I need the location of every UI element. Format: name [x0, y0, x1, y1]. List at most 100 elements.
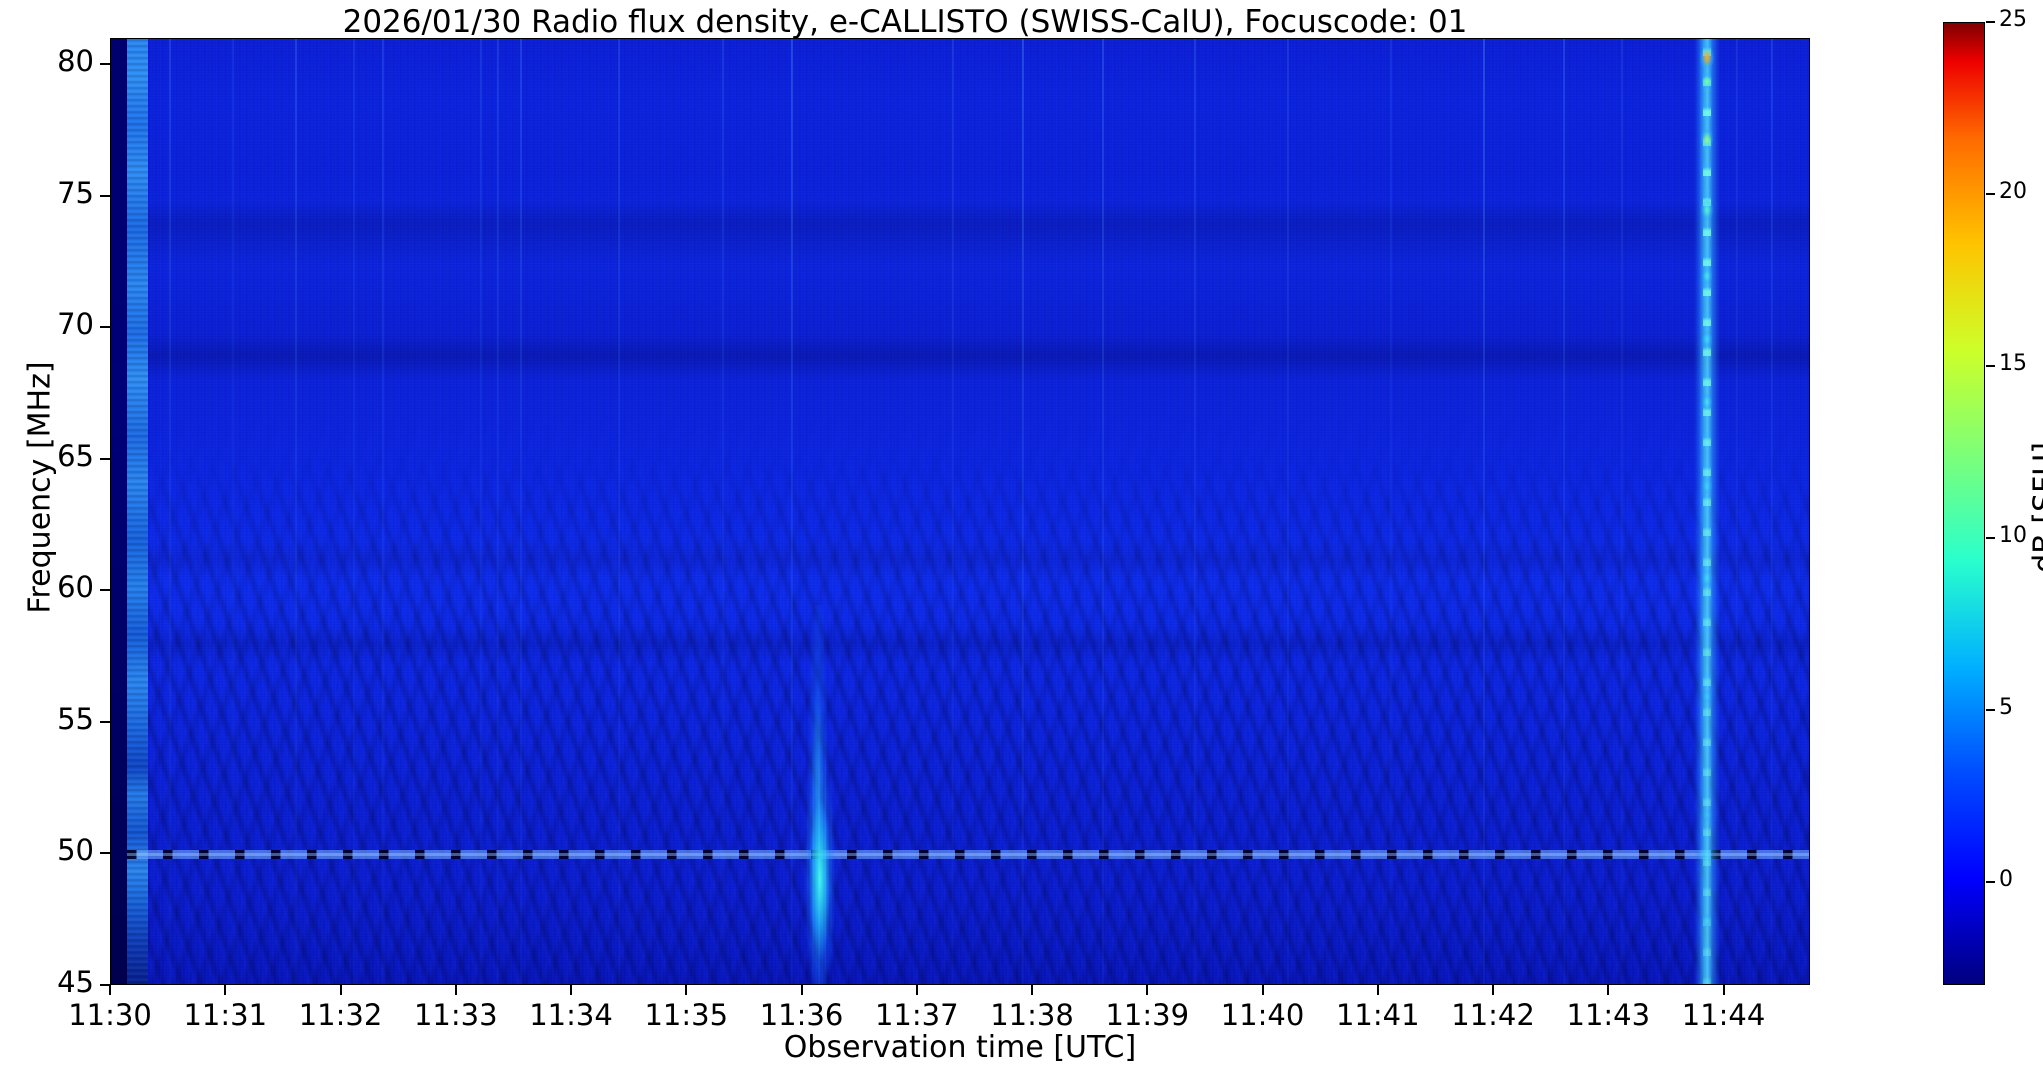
y-tick-mark	[100, 63, 110, 66]
colorbar-tick-mark	[1986, 192, 1995, 195]
rfi-hotspot	[1702, 570, 1713, 587]
rfi-vertical-line	[232, 39, 235, 984]
x-tick-label: 11:32	[298, 998, 383, 1032]
colorbar-tick-mark	[1986, 708, 1995, 711]
x-tick-label: 11:36	[759, 998, 844, 1032]
rfi-hotspot	[1702, 394, 1713, 411]
rfi-vertical-line	[1102, 39, 1105, 984]
rfi-vertical-line	[520, 39, 523, 984]
x-tick-label: 11:44	[1681, 998, 1766, 1032]
colorbar-tick-label: 20	[1999, 178, 2027, 204]
y-tick-mark	[100, 984, 110, 986]
y-tick-mark	[100, 852, 110, 855]
rfi-vertical-line	[1736, 39, 1739, 984]
rfi-hotspot	[1703, 808, 1712, 822]
x-tick-label: 11:41	[1335, 998, 1420, 1032]
x-tick-mark	[915, 985, 918, 995]
x-tick-mark	[1376, 985, 1379, 995]
rfi-hotspot	[1702, 267, 1713, 284]
x-axis-label: Observation time [UTC]	[783, 1030, 1137, 1065]
x-tick-label: 11:38	[990, 998, 1074, 1032]
y-tick-mark	[100, 720, 110, 723]
rfi-vertical-line	[952, 39, 955, 984]
rfi-vertical-line	[1563, 39, 1566, 984]
spectrogram-vertical-noise-layer	[111, 39, 1809, 984]
colorbar-tick-label: 10	[1999, 522, 2027, 548]
rfi-vertical-line	[791, 39, 793, 984]
x-tick-mark	[1492, 985, 1495, 995]
x-tick-label: 11:33	[413, 998, 498, 1032]
x-tick-mark	[1607, 985, 1610, 995]
colorbar-tick-mark	[1986, 21, 1995, 23]
y-tick-label: 50	[57, 833, 94, 868]
y-tick-label: 65	[57, 438, 94, 473]
y-tick-label: 55	[57, 701, 94, 736]
x-tick-label: 11:37	[874, 998, 959, 1032]
rfi-vertical-line	[1390, 39, 1393, 984]
rfi-vertical-line	[479, 39, 482, 984]
type-iii-burst-1136-striations	[793, 604, 846, 984]
calibration-stripe	[127, 39, 148, 984]
x-tick-label: 11:42	[1451, 998, 1535, 1032]
x-tick-mark	[1722, 985, 1725, 995]
x-tick-label: 11:35	[644, 998, 729, 1032]
type-iii-burst-1136	[793, 604, 846, 984]
x-tick-mark	[109, 985, 111, 995]
rfi-hotspot	[1701, 200, 1714, 220]
colorbar-tick-label: 15	[1999, 350, 2027, 376]
x-tick-mark	[800, 985, 803, 995]
colorbar-tick-mark	[1986, 536, 1995, 539]
y-axis-label: Frequency [MHz]	[22, 361, 58, 614]
x-tick-label: 11:43	[1566, 998, 1651, 1032]
x-tick-label: 11:39	[1105, 998, 1190, 1032]
x-tick-label: 11:40	[1220, 998, 1305, 1032]
y-tick-mark	[100, 589, 110, 592]
rfi-vertical-line	[1482, 39, 1485, 984]
colorbar-tick-label: 25	[1999, 7, 2027, 32]
y-tick-label: 80	[57, 44, 94, 79]
page-title: 2026/01/30 Radio flux density, e-CALLIST…	[342, 4, 1468, 40]
rfi-hotspot	[1700, 46, 1715, 69]
x-tick-mark	[570, 985, 573, 995]
marker-line-50mhz-glow	[127, 853, 1809, 857]
x-tick-label: 11:31	[183, 998, 268, 1032]
x-tick-mark	[1031, 985, 1034, 995]
rfi-vertical-line	[295, 39, 298, 984]
y-tick-label: 70	[57, 307, 94, 342]
rfi-vertical-line	[1194, 39, 1197, 984]
rfi-hotspot	[1703, 690, 1712, 704]
colorbar-tick-mark	[1986, 364, 1995, 367]
y-tick-label: 60	[57, 570, 94, 605]
colorbar-tick-label: 0	[1999, 866, 2013, 892]
x-tick-mark	[339, 985, 342, 995]
x-tick-mark	[224, 985, 227, 995]
colorbar-tick-mark	[1986, 880, 1995, 883]
x-tick-mark	[1146, 985, 1149, 995]
rfi-hotspot	[1703, 913, 1712, 927]
rfi-vertical-line	[1286, 39, 1289, 984]
x-tick-mark	[1261, 985, 1264, 995]
left-edge-dark-column	[111, 39, 127, 984]
x-tick-mark	[685, 985, 688, 995]
colorbar-tick-label: 5	[1999, 694, 2013, 720]
rfi-vertical-line	[497, 39, 500, 984]
spectrogram-fringe-layer-2	[111, 39, 1809, 984]
rfi-hotspot	[1702, 478, 1713, 495]
rfi-vertical-line	[1770, 39, 1773, 984]
x-tick-mark	[454, 985, 457, 995]
spectrogram-fringe-layer	[111, 39, 1809, 984]
rfi-hotspot	[1702, 330, 1713, 347]
x-tick-label: 11:30	[68, 998, 152, 1032]
rfi-vertical-line	[721, 39, 724, 984]
y-tick-mark	[100, 194, 110, 197]
spectrogram-horizontal-noise-layer	[111, 39, 1809, 984]
colorbar[interactable]	[1943, 22, 1985, 985]
rfi-vertical-line	[1021, 39, 1024, 984]
narrowband-rfi-1144-beads	[1703, 39, 1712, 984]
y-tick-mark	[100, 457, 110, 460]
spectrogram-plot-area[interactable]	[110, 38, 1810, 985]
y-tick-label: 45	[57, 965, 94, 999]
spectrogram-band-layer	[111, 39, 1809, 984]
rfi-vertical-line	[381, 39, 384, 984]
